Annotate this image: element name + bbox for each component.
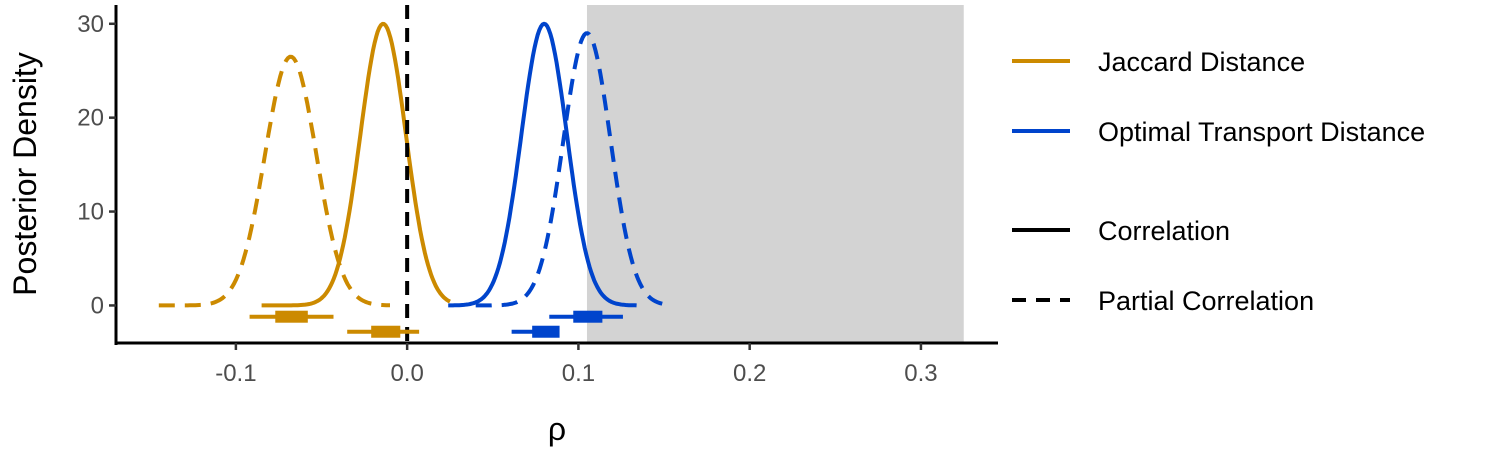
legend-linetype-label: Correlation — [1098, 216, 1230, 246]
legend-color-label: Optimal Transport Distance — [1098, 117, 1425, 147]
y-tick-label: 0 — [91, 292, 104, 319]
interval-box-4 — [573, 310, 603, 323]
legend-linetype-label: Partial Correlation — [1098, 286, 1314, 316]
x-tick-label: 0.2 — [733, 360, 766, 387]
x-tick-label: -0.1 — [215, 360, 256, 387]
x-axis-title: ρ — [548, 411, 566, 447]
y-tick-label: 10 — [77, 199, 104, 226]
interval-box-2 — [275, 310, 308, 323]
shaded-region — [586, 5, 964, 343]
plot-area — [158, 5, 964, 343]
legend: Jaccard Distance Optimal Transport Distan… — [1012, 47, 1425, 316]
x-tick-label: 0.3 — [904, 360, 937, 387]
density-curve-4 — [475, 31, 668, 308]
x-tick-label: 0.0 — [390, 360, 423, 387]
legend-color-label: Jaccard Distance — [1098, 47, 1305, 77]
y-axis-title: Posterior Density — [7, 52, 43, 296]
density-curve-2 — [158, 54, 391, 308]
y-tick-label: 30 — [77, 11, 104, 38]
interval-box-3 — [532, 325, 560, 338]
y-tick-label: 20 — [77, 105, 104, 132]
density-curve-3 — [447, 21, 638, 308]
axes: -0.1 0.0 0.1 0.2 0.3 0 10 20 30 ρ Posterior Densit… — [7, 5, 998, 447]
interval-box-1 — [371, 325, 401, 338]
x-tick-label: 0.1 — [562, 360, 595, 387]
density-curve-1 — [261, 21, 451, 308]
